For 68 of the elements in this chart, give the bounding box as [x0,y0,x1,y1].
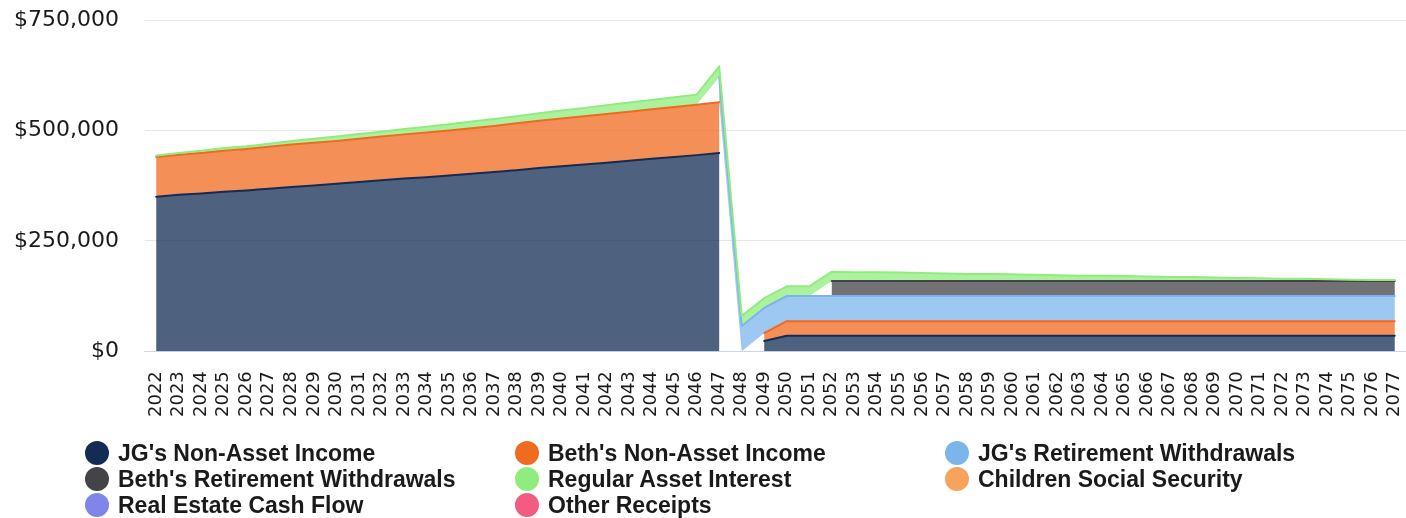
x-tick-label: 2067 [1157,371,1179,417]
x-tick-label: 2032 [369,371,391,417]
x-tick-label: 2036 [459,371,481,417]
x-tick-label: 2034 [414,371,436,417]
x-tick-label: 2072 [1269,371,1291,417]
x-tick-label: 2043 [616,371,638,417]
y-tick-label: $500,000 [13,116,119,142]
y-tick-label: $750,000 [13,5,119,31]
x-tick-label: 2051 [796,371,818,417]
x-tick-label: 2025 [211,371,233,417]
x-tick-label: 2068 [1179,371,1201,417]
x-tick-label: 2056 [909,371,931,417]
y-tick-label: $0 [90,336,119,362]
x-tick-label: 2028 [279,371,301,417]
x-tick-label: 2058 [954,371,976,417]
x-tick-label: 2052 [819,371,841,417]
x-tick-label: 2039 [526,371,548,417]
x-tick-label: 2047 [706,371,728,417]
x-tick-label: 2044 [639,371,661,417]
x-tick-label: 2065 [1112,371,1134,417]
x-tick-label: 2024 [188,371,210,417]
x-tick-label: 2060 [999,371,1021,417]
y-tick-label: $250,000 [13,226,119,252]
x-tick-label: 2022 [143,371,165,417]
x-tick-label: 2071 [1247,371,1269,417]
legend-label: Real Estate Cash Flow [118,491,364,518]
x-tick-label: 2037 [481,371,503,417]
x-tick-label: 2031 [346,371,368,417]
x-tick-label: 2033 [391,371,413,417]
x-tick-label: 2064 [1089,371,1111,417]
legend-label: Children Social Security [978,465,1243,493]
x-tick-label: 2061 [1022,371,1044,417]
x-tick-label: 2076 [1359,371,1381,417]
x-tick-label: 2066 [1134,371,1156,417]
legend-label: Beth's Retirement Withdrawals [118,465,456,493]
x-tick-label: 2055 [887,371,909,417]
x-tick-label: 2023 [166,371,188,417]
x-tick-label: 2027 [256,371,278,417]
x-tick-label: 2077 [1382,371,1404,417]
legend-label: Beth's Non-Asset Income [548,439,826,467]
x-tick-label: 2046 [684,371,706,417]
x-tick-label: 2035 [436,371,458,417]
x-tick-label: 2063 [1067,371,1089,417]
x-tick-label: 2073 [1292,371,1314,417]
legend-label: Other Receipts [548,491,712,518]
x-tick-label: 2042 [594,371,616,417]
x-tick-label: 2041 [571,371,593,417]
x-tick-label: 2045 [661,371,683,417]
x-tick-label: 2030 [324,371,346,417]
legend-label: JG's Non-Asset Income [118,439,376,467]
x-tick-label: 2038 [504,371,526,417]
x-tick-label: 2050 [774,371,796,417]
x-tick-label: 2048 [729,371,751,417]
x-tick-label: 2057 [932,371,954,417]
x-tick-label: 2070 [1224,371,1246,417]
legend-label: JG's Retirement Withdrawals [978,439,1296,467]
x-tick-label: 2049 [751,371,773,417]
x-tick-label: 2059 [977,371,999,417]
x-tick-label: 2053 [841,371,863,417]
x-tick-label: 2054 [864,371,886,417]
x-tick-label: 2029 [301,371,323,417]
x-tick-label: 2069 [1202,371,1224,417]
x-tick-label: 2040 [549,371,571,417]
x-tick-label: 2074 [1314,371,1336,417]
x-tick-label: 2026 [233,371,255,417]
x-tick-label: 2062 [1044,371,1066,417]
x-tick-label: 2075 [1337,371,1359,417]
legend-label: Regular Asset Interest [548,465,792,493]
